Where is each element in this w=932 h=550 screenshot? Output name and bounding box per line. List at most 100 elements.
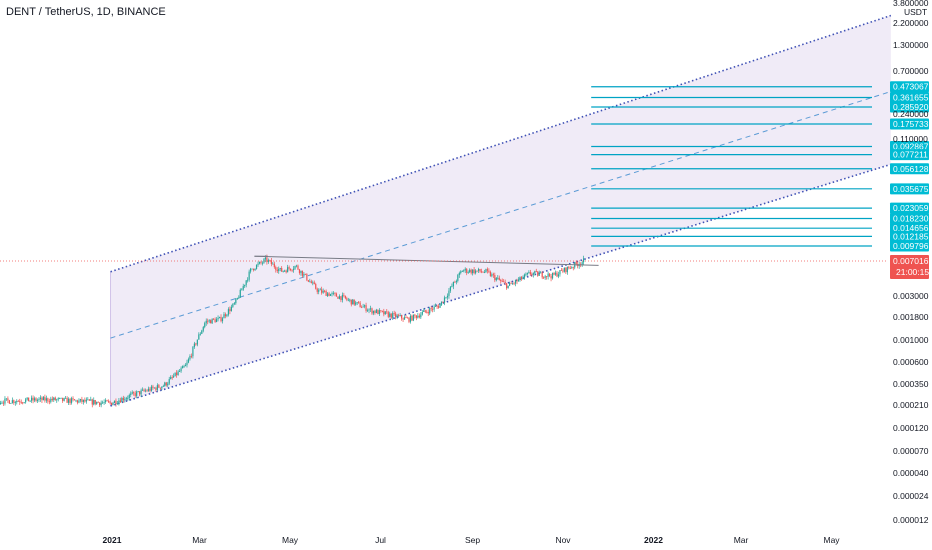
candle-body	[485, 269, 487, 273]
candle-body	[26, 397, 28, 400]
candle-body	[38, 398, 40, 400]
candle-body	[171, 377, 173, 378]
candle-body	[118, 400, 120, 404]
candle-body	[568, 266, 570, 269]
candle-body	[106, 400, 108, 402]
candle-body	[531, 274, 533, 275]
target-level-badge[interactable]	[890, 92, 929, 104]
candle-body	[272, 263, 274, 265]
target-level-badge[interactable]	[890, 118, 929, 130]
candle-body	[131, 392, 133, 394]
candle-body	[572, 267, 574, 269]
candle-body	[291, 270, 293, 271]
candle-body	[553, 273, 555, 275]
candle-body	[540, 272, 542, 274]
candle-body	[224, 314, 227, 317]
chart-title: DENT / TetherUS, 1D, BINANCE	[6, 6, 166, 18]
target-level-badge[interactable]	[890, 163, 929, 175]
time-tick-label: Mar	[192, 535, 207, 545]
candle-body	[396, 315, 398, 318]
candle-body	[492, 274, 494, 276]
candle-body	[301, 270, 304, 276]
candle-body	[525, 274, 527, 276]
candle-body	[350, 299, 352, 305]
target-level-badge[interactable]	[890, 149, 929, 161]
time-axis[interactable]: 92021MarMayJulSepNov2022MarMay	[0, 535, 841, 545]
last-price-badge[interactable]	[890, 255, 929, 279]
candle-body	[180, 368, 182, 372]
candle-body	[122, 397, 124, 401]
candle-body	[506, 283, 508, 289]
candle-body	[297, 265, 299, 270]
candle-body	[509, 283, 511, 286]
target-level-badge[interactable]	[890, 240, 929, 252]
candle-body	[261, 262, 264, 264]
candle-body	[306, 274, 308, 281]
candle-body	[546, 276, 548, 277]
candle-body	[400, 315, 403, 319]
candle-body	[149, 388, 151, 391]
candle-body	[44, 397, 46, 401]
target-level-label: 0.023059	[893, 203, 929, 213]
candle-body	[144, 390, 147, 392]
candle-body	[409, 315, 412, 322]
price-tick-label: 3.800000	[893, 0, 929, 8]
candle-body	[25, 399, 27, 403]
candle-body	[352, 299, 354, 305]
candle-body	[14, 402, 16, 403]
candle-body	[88, 399, 90, 401]
candle-body	[30, 397, 33, 401]
candle-body	[16, 401, 18, 403]
candle-body	[513, 283, 515, 285]
target-level-label: 0.473067	[893, 82, 929, 92]
candle-body	[258, 261, 261, 264]
candle-body	[112, 403, 114, 405]
candle-body	[245, 280, 247, 285]
candle-body	[424, 310, 426, 312]
candle-body	[48, 401, 50, 403]
candle-body	[295, 265, 298, 267]
target-level-badge[interactable]	[890, 183, 929, 195]
candle-body	[353, 299, 355, 305]
candle-body	[107, 401, 110, 402]
candle-body	[236, 297, 238, 300]
candle-body	[29, 400, 31, 402]
candle-body	[242, 286, 244, 290]
candle-body	[554, 272, 557, 275]
candle-body	[230, 306, 232, 312]
candle-body	[322, 290, 324, 293]
time-tick-label: Jul	[375, 535, 386, 545]
channel-upper-line	[110, 14, 892, 273]
target-level-label: 0.035675	[893, 184, 929, 194]
target-level-badge[interactable]	[890, 213, 929, 225]
candle-body	[442, 301, 444, 303]
candle-body	[511, 283, 514, 285]
candle-body	[66, 397, 68, 403]
target-level-badge[interactable]	[890, 230, 929, 242]
candle-body	[174, 372, 176, 377]
candle-body	[162, 385, 164, 387]
candle-body	[316, 288, 318, 292]
candle-body	[443, 297, 446, 303]
candle-body	[113, 400, 116, 404]
candle-body	[65, 397, 67, 399]
candle-body	[335, 293, 338, 297]
candle-body	[177, 371, 179, 376]
candle-body	[464, 268, 466, 271]
candle-body	[189, 355, 191, 360]
candle-body	[329, 294, 332, 296]
candle-body	[427, 311, 429, 314]
candle-body	[178, 371, 181, 372]
candle-body	[53, 397, 55, 400]
target-level-badge[interactable]	[890, 81, 929, 93]
candle-body	[562, 270, 564, 272]
candle-body	[93, 400, 95, 405]
candle-body	[99, 402, 101, 406]
target-level-badge[interactable]	[890, 101, 929, 113]
candle-body	[173, 376, 175, 378]
target-level-badge[interactable]	[890, 202, 929, 214]
candle-body	[279, 268, 281, 269]
candle-body	[211, 318, 213, 324]
